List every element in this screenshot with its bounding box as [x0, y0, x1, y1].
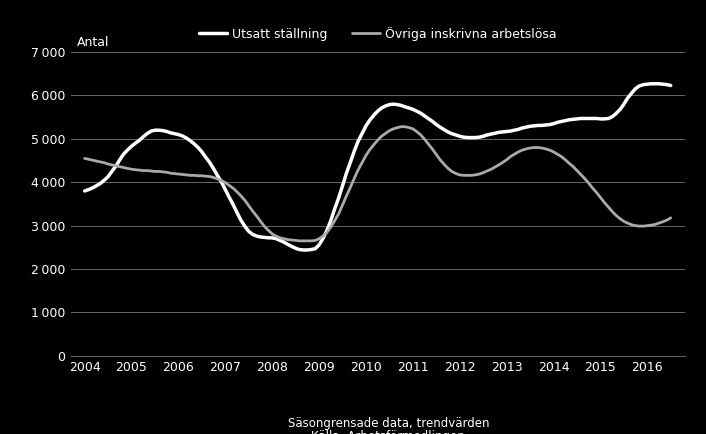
Utsatt ställning: [370, 112, 378, 118]
Utsatt ställning: [666, 83, 675, 88]
Line: Övriga inskrivna arbetslösa: Övriga inskrivna arbetslösa: [85, 127, 671, 241]
Text: Säsongrensade data, trendvärden: Säsongrensade data, trendvärden: [287, 417, 489, 430]
Utsatt ställning: [440, 127, 448, 132]
Övriga inskrivna arbetslösa: [295, 238, 304, 243]
Övriga inskrivna arbetslösa: [370, 142, 378, 147]
Utsatt ställning: [287, 244, 296, 249]
Övriga inskrivna arbetslösa: [498, 160, 507, 165]
Text: Källa: Arbetsförmedlingen: Källa: Arbetsförmedlingen: [311, 430, 465, 434]
Utsatt ställning: [299, 247, 308, 253]
Utsatt ställning: [663, 82, 671, 87]
Övriga inskrivna arbetslösa: [287, 237, 296, 243]
Utsatt ställning: [494, 130, 503, 135]
Övriga inskrivna arbetslösa: [460, 173, 468, 178]
Övriga inskrivna arbetslösa: [397, 124, 405, 129]
Övriga inskrivna arbetslösa: [663, 217, 671, 223]
Övriga inskrivna arbetslösa: [80, 156, 89, 161]
Utsatt ställning: [455, 134, 464, 139]
Utsatt ställning: [80, 188, 89, 194]
Övriga inskrivna arbetslösa: [444, 166, 453, 171]
Legend: Utsatt ställning, Övriga inskrivna arbetslösa: Utsatt ställning, Övriga inskrivna arbet…: [194, 22, 561, 46]
Text: Antal: Antal: [77, 36, 109, 49]
Line: Utsatt ställning: Utsatt ställning: [85, 84, 671, 250]
Utsatt ställning: [647, 81, 655, 86]
Övriga inskrivna arbetslösa: [666, 215, 675, 220]
